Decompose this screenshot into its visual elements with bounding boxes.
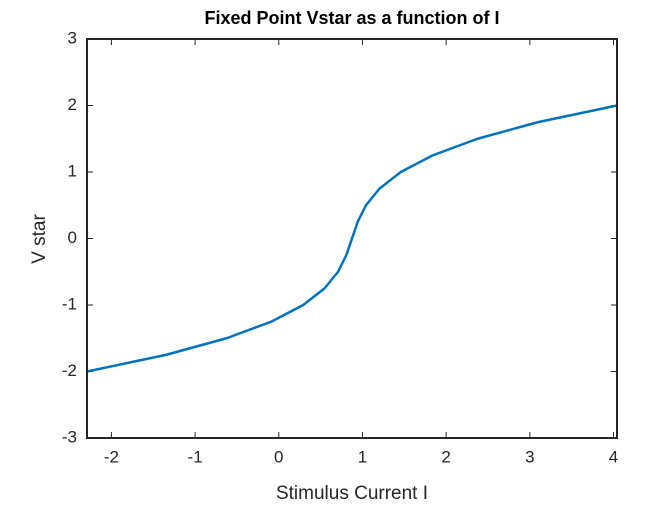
x-tick-label: 3	[525, 447, 534, 466]
x-tick-label: -2	[104, 447, 119, 466]
y-tick-label: 1	[68, 161, 77, 180]
y-tick-label: 0	[68, 228, 77, 247]
x-tick-label: -1	[188, 447, 203, 466]
plot-frame	[86, 38, 618, 439]
y-tick-label: 3	[68, 28, 77, 47]
y-tick-label: -2	[62, 361, 77, 380]
y-tick-label: -3	[62, 427, 77, 446]
y-tick-label: -1	[62, 294, 77, 313]
x-tick-label: 4	[609, 447, 618, 466]
x-axis-label: Stimulus Current I	[276, 483, 428, 504]
y-tick-label: 2	[68, 95, 77, 114]
data-line	[86, 104, 618, 373]
x-tick-label: 1	[358, 447, 367, 466]
y-axis-label: V star	[29, 214, 50, 264]
chart-title: Fixed Point Vstar as a function of I	[204, 8, 499, 28]
x-tick-label: 2	[441, 447, 450, 466]
x-tick-label: 0	[274, 447, 283, 466]
